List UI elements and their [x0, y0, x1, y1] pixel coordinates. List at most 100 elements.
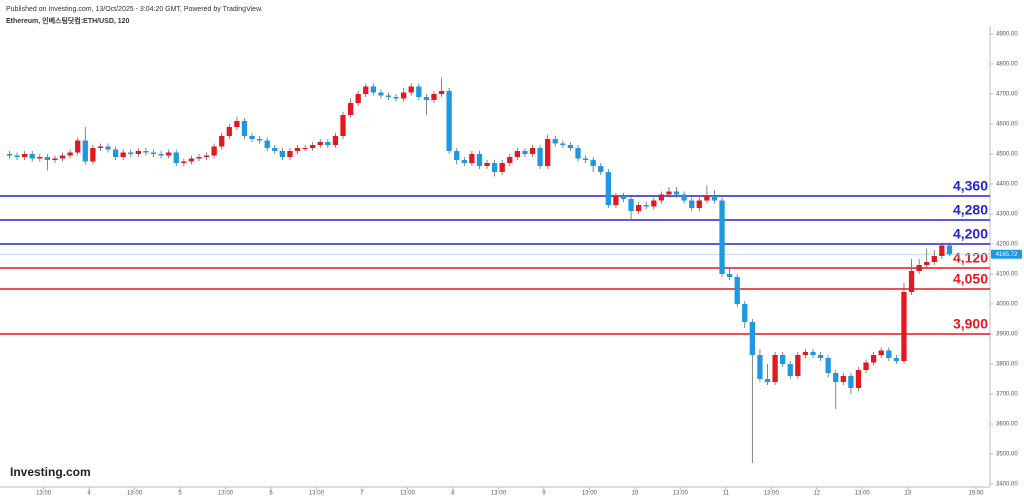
candle-body: [234, 121, 240, 127]
candle-body: [181, 161, 187, 163]
x-tick-label: 13:00: [309, 491, 325, 497]
last-price-label: 4165.72: [996, 252, 1018, 258]
candle-body: [44, 157, 51, 160]
candle-body: [628, 199, 634, 211]
candle-body: [469, 154, 475, 163]
candle-body: [249, 136, 255, 139]
candle-body: [575, 148, 581, 159]
candle-body: [120, 152, 126, 157]
symbol-title: Ethereum, 인베스팅닷컴:ETH/USD, 120: [6, 16, 130, 25]
y-tick-label: 3500.00: [996, 452, 1018, 458]
y-tick-label: 4300.00: [996, 212, 1018, 218]
candle-body: [855, 370, 862, 388]
candle-body: [310, 145, 316, 148]
candle-body: [446, 91, 452, 151]
candle-body: [347, 103, 354, 115]
candle-body: [863, 362, 869, 370]
level-label: 4,200: [953, 226, 988, 242]
candle-body: [552, 139, 558, 144]
x-tick-label: 13: [904, 491, 911, 497]
candle-body: [537, 148, 543, 166]
candle-body: [833, 373, 839, 382]
candle-body: [734, 277, 740, 304]
last-price-badge: [991, 249, 1022, 259]
candle-body: [264, 140, 270, 148]
candle-body: [196, 157, 202, 159]
level-label: 4,280: [953, 202, 988, 218]
candle-body: [461, 160, 467, 163]
x-tick-label: 13:00: [127, 491, 143, 497]
x-tick-label: 13:00: [36, 491, 52, 497]
y-tick-label: 4600.00: [996, 122, 1018, 128]
candle-body: [825, 358, 831, 373]
candle-body: [173, 152, 179, 163]
candle-body: [287, 151, 293, 157]
y-tick-label: 3700.00: [996, 392, 1018, 398]
candle-body: [802, 352, 809, 355]
candle-body: [780, 355, 786, 364]
x-tick-label: 7: [360, 491, 364, 497]
candle-body: [188, 158, 195, 162]
candle-body: [241, 121, 248, 136]
candle-body: [916, 265, 922, 271]
level-label: 4,050: [953, 271, 988, 287]
candle-body: [878, 350, 884, 355]
candle-body: [635, 205, 642, 211]
y-tick-label: 4100.00: [996, 272, 1018, 278]
x-tick-label: 19:00: [968, 491, 984, 497]
candle-body: [82, 140, 88, 162]
level-label: 3,900: [953, 316, 988, 332]
candle-body: [499, 163, 505, 172]
published-note: Published on Investing.com, 13/Oct/2025 …: [6, 6, 263, 13]
candle-body: [355, 94, 361, 103]
candle-body: [166, 152, 172, 156]
candle-body: [211, 146, 217, 156]
candle-body: [590, 160, 596, 166]
candle-body: [21, 154, 28, 157]
candle-body: [643, 205, 649, 207]
x-tick-label: 12: [813, 491, 820, 497]
candle-body: [560, 143, 566, 145]
candle-body: [317, 142, 323, 145]
candle-body: [507, 157, 513, 163]
candle-body: [226, 127, 232, 136]
x-tick-label: 13:00: [582, 491, 598, 497]
candle-body: [150, 152, 157, 154]
candle-body: [817, 355, 824, 358]
candle-body: [757, 355, 763, 379]
candle-body: [681, 194, 687, 201]
candle-body: [840, 376, 846, 382]
candle-body: [567, 145, 574, 148]
plot-area: 3400.00 3500.00 3600.00 3700.00 3800.00 3900.…: [0, 32, 1022, 497]
candle-body: [203, 155, 210, 157]
candle-body: [772, 355, 778, 382]
candle-body: [522, 151, 528, 154]
candle-body: [696, 200, 702, 208]
candle-body: [302, 148, 308, 149]
y-tick-label: 4000.00: [996, 302, 1018, 308]
candle-body: [870, 355, 877, 363]
candle-body: [704, 196, 710, 201]
candle-body: [476, 154, 483, 166]
candle-body: [848, 376, 854, 388]
y-tick-label: 4200.00: [996, 242, 1018, 248]
candle-body: [613, 196, 619, 205]
candle-body: [605, 172, 611, 205]
candle-body: [484, 163, 490, 166]
y-tick-label: 3400.00: [996, 482, 1018, 488]
candle-body: [75, 140, 81, 153]
candle-body: [128, 152, 134, 154]
x-tick-label: 11: [723, 491, 730, 497]
candle-body: [143, 151, 149, 153]
candle-body: [651, 200, 657, 207]
y-tick-label: 4800.00: [996, 62, 1018, 68]
candle-body: [401, 92, 407, 99]
candle-body: [454, 151, 460, 160]
x-tick-label: 13:00: [764, 491, 780, 497]
y-tick-label: 4500.00: [996, 152, 1018, 158]
candle-body: [385, 95, 392, 97]
candle-body: [666, 191, 672, 195]
candle-body: [158, 154, 164, 156]
